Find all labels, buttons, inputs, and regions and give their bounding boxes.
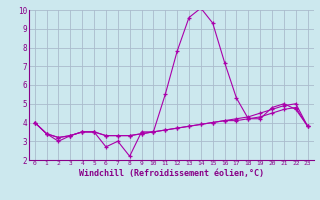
X-axis label: Windchill (Refroidissement éolien,°C): Windchill (Refroidissement éolien,°C): [79, 169, 264, 178]
